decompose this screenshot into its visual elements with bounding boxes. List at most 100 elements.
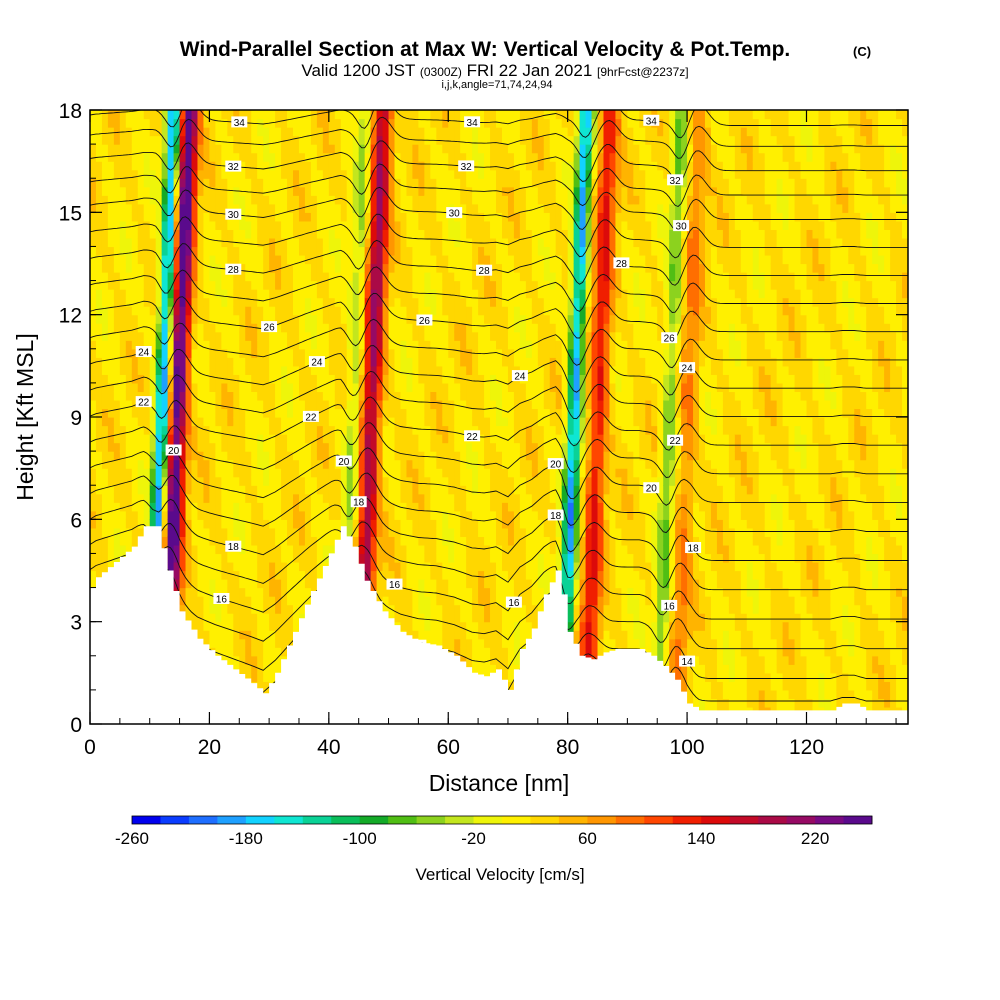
- velocity-cell: [418, 186, 425, 196]
- velocity-cell: [346, 272, 354, 282]
- velocity-cell: [293, 536, 300, 546]
- velocity-cell: [167, 510, 175, 520]
- velocity-cell: [197, 459, 205, 469]
- velocity-cell: [143, 272, 151, 282]
- velocity-cell: [424, 110, 431, 120]
- velocity-cell: [209, 417, 216, 427]
- velocity-cell: [400, 110, 408, 120]
- velocity-cell: [221, 212, 228, 222]
- velocity-cell: [436, 630, 443, 640]
- velocity-cell: [149, 272, 157, 282]
- velocity-cell: [424, 459, 431, 469]
- velocity-cell: [215, 485, 222, 495]
- velocity-cell: [227, 374, 234, 384]
- velocity-cell: [412, 340, 419, 350]
- velocity-cell: [173, 468, 181, 478]
- velocity-cell: [364, 459, 372, 469]
- velocity-cell: [293, 417, 300, 427]
- velocity-cell: [394, 289, 402, 299]
- velocity-cell: [466, 527, 473, 537]
- velocity-cell: [245, 161, 252, 171]
- velocity-cell: [322, 118, 330, 128]
- velocity-cell: [209, 203, 216, 213]
- velocity-cell: [388, 237, 396, 248]
- velocity-cell: [197, 417, 205, 427]
- velocity-cell: [454, 425, 461, 435]
- velocity-cell: [340, 263, 348, 273]
- velocity-cell: [191, 331, 199, 341]
- velocity-cell: [370, 561, 378, 572]
- velocity-cell: [95, 229, 103, 239]
- velocity-cell: [239, 442, 246, 452]
- velocity-cell: [472, 374, 479, 384]
- velocity-cell: [466, 178, 473, 188]
- velocity-cell: [364, 365, 372, 375]
- velocity-cell: [316, 561, 324, 572]
- velocity-cell: [370, 399, 378, 410]
- velocity-cell: [251, 348, 258, 358]
- velocity-cell: [448, 570, 455, 580]
- velocity-cell: [412, 374, 419, 384]
- velocity-cell: [424, 178, 431, 188]
- velocity-cell: [269, 348, 276, 358]
- velocity-cell: [209, 553, 216, 563]
- velocity-cell: [466, 655, 473, 665]
- velocity-cell: [233, 229, 240, 239]
- velocity-cell: [167, 561, 175, 572]
- velocity-cell: [131, 212, 139, 222]
- velocity-cell: [412, 220, 419, 230]
- velocity-cell: [304, 212, 312, 222]
- velocity-cell: [90, 493, 97, 503]
- velocity-cell: [179, 579, 187, 589]
- velocity-cell: [233, 647, 240, 657]
- velocity-cell: [436, 118, 443, 128]
- velocity-cell: [233, 280, 240, 290]
- velocity-cell: [137, 110, 145, 120]
- velocity-cell: [382, 323, 390, 333]
- velocity-cell: [388, 510, 396, 520]
- velocity-cell: [233, 476, 240, 486]
- velocity-cell: [376, 254, 384, 265]
- velocity-cell: [400, 144, 408, 154]
- velocity-cell: [161, 374, 169, 384]
- velocity-cell: [400, 289, 408, 299]
- velocity-cell: [478, 212, 485, 222]
- velocity-cell: [334, 417, 342, 427]
- velocity-cell: [400, 468, 408, 478]
- velocity-cell: [454, 493, 461, 503]
- velocity-cell: [418, 468, 425, 478]
- velocity-cell: [448, 152, 455, 162]
- velocity-cell: [460, 408, 467, 418]
- velocity-cell: [185, 340, 193, 350]
- velocity-cell: [358, 169, 366, 179]
- velocity-cell: [298, 476, 306, 486]
- velocity-cell: [209, 451, 216, 461]
- velocity-cell: [90, 152, 97, 162]
- velocity-cell: [90, 451, 97, 461]
- velocity-cell: [275, 195, 282, 205]
- velocity-cell: [161, 502, 169, 512]
- velocity-cell: [418, 348, 425, 358]
- velocity-cell: [460, 604, 467, 614]
- velocity-cell: [454, 323, 461, 333]
- velocity-cell: [442, 536, 449, 546]
- velocity-cell: [412, 357, 419, 367]
- velocity-cell: [328, 434, 336, 444]
- velocity-cell: [496, 144, 503, 154]
- velocity-cell: [490, 544, 497, 555]
- velocity-cell: [484, 493, 491, 503]
- velocity-cell: [400, 357, 408, 367]
- velocity-cell: [310, 425, 318, 435]
- velocity-cell: [287, 374, 294, 384]
- velocity-cell: [466, 289, 473, 299]
- velocity-cell: [185, 323, 193, 333]
- velocity-cell: [95, 502, 103, 512]
- velocity-cell: [496, 161, 503, 171]
- velocity-cell: [203, 502, 211, 512]
- velocity-cell: [328, 152, 336, 162]
- velocity-cell: [215, 203, 222, 213]
- velocity-cell: [466, 135, 473, 145]
- velocity-cell: [472, 263, 479, 273]
- velocity-cell: [203, 638, 211, 648]
- velocity-cell: [412, 110, 419, 120]
